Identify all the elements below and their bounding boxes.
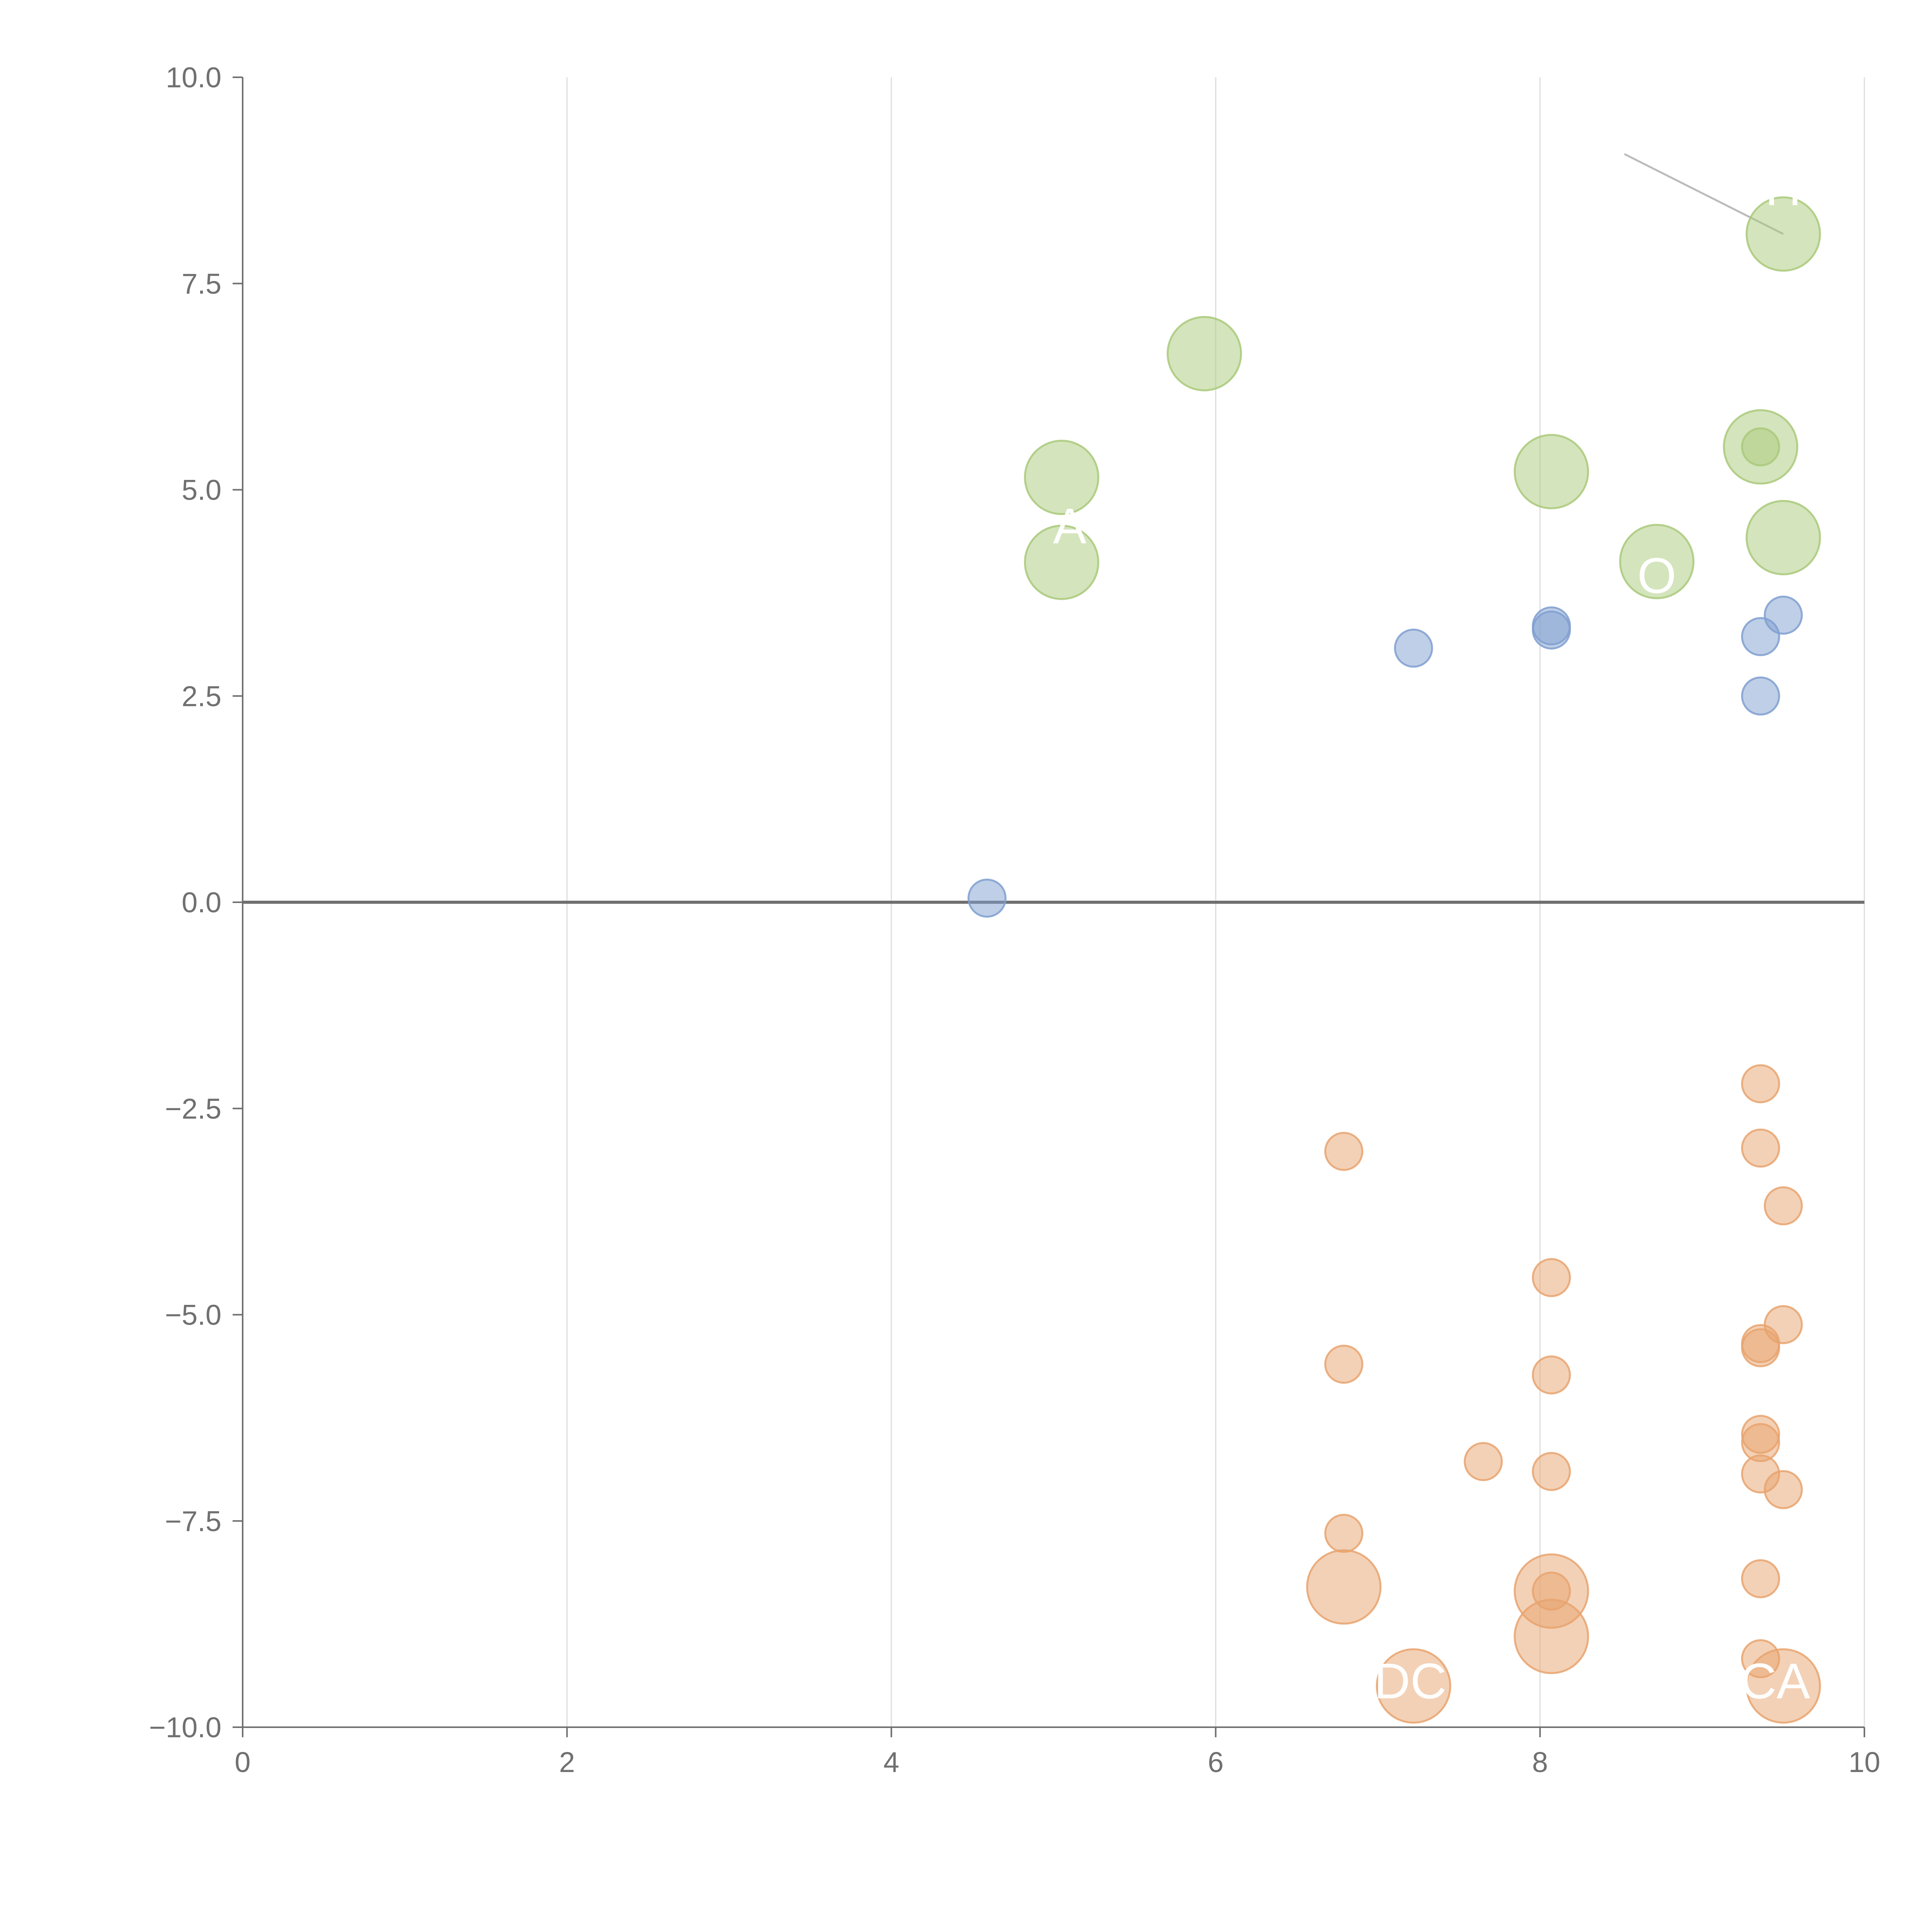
green-point <box>1745 500 1821 575</box>
green-point <box>1024 439 1099 515</box>
orange-point <box>1745 1648 1821 1724</box>
point-labels: H A O DC CA <box>1053 160 1810 1709</box>
orange-point <box>1464 1442 1503 1481</box>
x-tick-label: 8 <box>1532 1746 1548 1778</box>
y-tick-label: −10.0 <box>149 1711 221 1743</box>
y-tick-label: 7.5 <box>182 268 221 300</box>
blue-point <box>1394 628 1433 668</box>
orange-point <box>1324 1132 1364 1171</box>
green-point <box>1514 434 1589 510</box>
orange-point <box>1324 1345 1364 1384</box>
green-point <box>1745 196 1821 272</box>
x-tick-label: 6 <box>1208 1746 1224 1778</box>
data-points <box>967 196 1821 1724</box>
y-tick-label: 5.0 <box>182 474 221 506</box>
blue-point <box>1764 595 1803 635</box>
green-point <box>1024 524 1099 600</box>
y-tick-label: 10.0 <box>166 61 221 94</box>
orange-point <box>1324 1514 1364 1553</box>
orange-point <box>1741 1559 1780 1599</box>
orange-point <box>1532 1355 1571 1395</box>
x-tick-label: 10 <box>1849 1746 1880 1778</box>
point-label: DC <box>1374 1653 1447 1709</box>
orange-point <box>1532 1452 1571 1491</box>
x-tick-label: 2 <box>559 1746 575 1778</box>
orange-point <box>1741 1328 1780 1367</box>
y-tick-label: −7.5 <box>165 1505 221 1537</box>
orange-point <box>1764 1186 1803 1226</box>
green-point <box>1741 427 1780 466</box>
orange-point <box>1532 1258 1571 1297</box>
orange-point <box>1741 1128 1780 1168</box>
point-label: H <box>1765 160 1801 216</box>
y-tick-label: −5.0 <box>165 1299 221 1331</box>
y-tick-label: 0.0 <box>182 886 221 918</box>
blue-point <box>1741 676 1780 716</box>
orange-point <box>1764 1470 1803 1509</box>
orange-point <box>1514 1599 1589 1674</box>
point-label: O <box>1637 547 1676 604</box>
orange-point <box>1306 1549 1382 1625</box>
point-label: A <box>1053 498 1087 554</box>
green-point <box>1167 316 1242 391</box>
blue-point <box>967 878 1007 918</box>
axes: 10.0 7.5 5.0 2.5 0.0 −2.5 −5.0 −7.5 −10.0 0 2 4 6 8 10 <box>149 61 1880 1778</box>
y-tick-label: 2.5 <box>182 680 221 712</box>
blue-point <box>1532 610 1571 650</box>
orange-point <box>1376 1648 1451 1724</box>
point-label: CA <box>1740 1653 1810 1709</box>
x-tick-label: 4 <box>883 1746 899 1778</box>
green-point <box>1619 524 1695 599</box>
y-tick-label: −2.5 <box>165 1093 221 1125</box>
orange-point <box>1741 1064 1780 1104</box>
x-tick-label: 0 <box>235 1746 250 1778</box>
